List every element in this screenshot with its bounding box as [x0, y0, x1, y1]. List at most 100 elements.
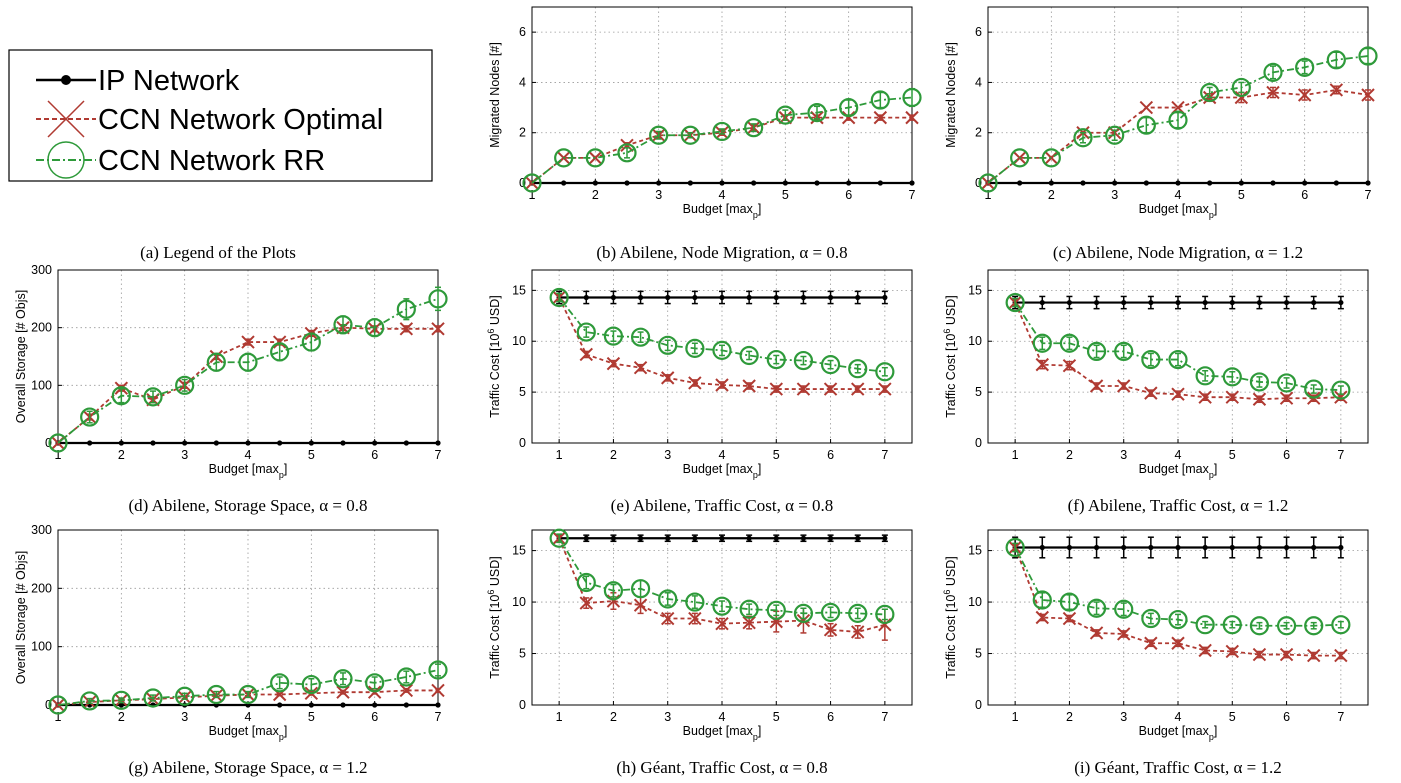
chart-h-s0-point-5	[692, 535, 698, 541]
chart-f-s1-point-5	[1144, 386, 1158, 400]
chart-b-s0-point-2	[592, 180, 598, 186]
chart-b-ytick-label-2: 4	[519, 75, 526, 89]
chart-h: 1 2 3 4 5 6 7 0 5 10 15 Budget [maxp] Traffic Cost […	[486, 528, 913, 777]
chart-c-s2-point-0	[978, 173, 998, 193]
chart-f-s2-point-8	[1222, 367, 1242, 387]
chart-d-s1-point-12	[431, 322, 445, 336]
chart-f: 1 2 3 4 5 6 7 0 5 10 15 Budget [maxp] Traffic Cost […	[942, 269, 1369, 515]
chart-e-xtick-label-6: 7	[881, 448, 888, 462]
chart-e-ytick-label-0: 0	[519, 436, 526, 450]
chart-d-xtick-label-5: 6	[371, 448, 378, 462]
chart-f-xtick-label-5: 6	[1283, 448, 1290, 462]
chart-e-s0-point-6	[719, 294, 725, 301]
chart-d-xtick-label-1: 2	[118, 448, 125, 462]
chart-e-ytick-label-2: 10	[512, 334, 526, 348]
chart-h-xtick-label-6: 7	[881, 710, 888, 724]
chart-b-series-2	[522, 87, 922, 193]
chart-e-series-0	[556, 290, 888, 305]
chart-h-s1-point-5	[688, 611, 702, 626]
chart-b-s2-point-9	[807, 102, 827, 123]
chart-b-s2-point-3	[617, 143, 637, 163]
chart-c-ytick-label-3: 6	[975, 25, 982, 39]
chart-b-series-1-line	[531, 116, 912, 184]
chart-f-s1-point-4	[1117, 379, 1131, 393]
chart-i-s0-point-10	[1283, 544, 1290, 551]
chart-c-s0-point-11	[1333, 180, 1339, 186]
chart-e-xtick-label-2: 3	[664, 448, 671, 462]
chart-b-s2-point-4	[649, 125, 669, 145]
chart-i-s0-point-6	[1175, 544, 1181, 551]
chart-c-s0-point-3	[1080, 180, 1086, 186]
chart-f-xlabel: Budget [maxp]	[1139, 462, 1218, 480]
chart-i-xtick-label-4: 5	[1229, 710, 1236, 724]
chart-b-s0-point-1	[561, 180, 567, 186]
chart-d-s0-point-2	[118, 440, 124, 446]
chart-b-s0-point-3	[624, 180, 630, 186]
chart-e-s2-point-6	[712, 340, 732, 360]
chart-b-s0-point-4	[656, 180, 662, 186]
chart-e-s0-point-3	[637, 294, 644, 301]
chart-f-s0-point-1	[1039, 299, 1045, 306]
chart-i-caption: (i) Géant, Traffic Cost, α = 1.2	[1074, 758, 1282, 777]
chart-f-xtick-label-4: 5	[1229, 448, 1236, 462]
chart-e-s0-point-5	[692, 294, 698, 301]
chart-d-s0-point-7	[277, 440, 283, 446]
chart-f-s2-point-10	[1276, 373, 1297, 393]
chart-h-series-1	[552, 531, 892, 641]
chart-e-s2-point-1	[576, 322, 596, 342]
chart-c-xlabel: Budget [maxp]	[1139, 202, 1218, 220]
chart-i-xtick-label-3: 4	[1175, 710, 1182, 724]
chart-h-s0-point-4	[665, 535, 671, 541]
chart-f-s0-point-6	[1175, 299, 1181, 306]
chart-f-s0-point-2	[1066, 299, 1073, 306]
chart-e-s1-point-4	[661, 371, 675, 385]
chart-e-s1-point-11	[851, 382, 865, 396]
chart-f-series-2	[1005, 292, 1351, 400]
chart-c-s2-point-5	[1136, 115, 1156, 135]
chart-b-s1-point-10	[841, 110, 856, 125]
chart-b-xtick-label-5: 6	[845, 188, 852, 202]
chart-i-s1-point-11	[1307, 648, 1321, 663]
chart-g-s2-point-10	[365, 673, 385, 693]
chart-i-xlabel: Budget [maxp]	[1139, 724, 1218, 742]
chart-c-s1-point-11	[1329, 83, 1344, 97]
chart-h-s1-point-10	[823, 623, 838, 637]
chart-i-xtick-label-6: 7	[1337, 710, 1344, 724]
chart-h-xtick-label-5: 6	[827, 710, 834, 724]
chart-f-xtick-label-2: 3	[1120, 448, 1127, 462]
chart-g-xlabel: Budget [maxp]	[209, 724, 288, 742]
chart-f-caption: (f) Abilene, Traffic Cost, α = 1.2	[1068, 496, 1289, 515]
chart-f-s1-point-3	[1089, 379, 1104, 393]
chart-c-s2-point-11	[1326, 50, 1346, 70]
chart-f-s2-point-7	[1195, 366, 1215, 386]
chart-e-s0-point-8	[773, 294, 779, 301]
chart-g-s0-point-9	[340, 702, 346, 708]
chart-g-s2-point-7	[270, 673, 290, 693]
chart-g-s2-point-6	[238, 684, 258, 705]
chart-h-ytick-label-2: 10	[512, 595, 526, 609]
chart-h-s2-point-9	[793, 603, 814, 623]
chart-c-s0-point-12	[1365, 180, 1371, 186]
chart-d-xtick-label-2: 3	[181, 448, 188, 462]
chart-h-xtick-label-4: 5	[773, 710, 780, 724]
chart-i-s2-point-7	[1195, 615, 1215, 635]
chart-f-s0-point-4	[1121, 299, 1127, 306]
chart-b-s1-point-11	[873, 110, 888, 125]
chart-h-s0-point-10	[827, 535, 834, 541]
chart-d-ytick-label-1: 100	[31, 378, 52, 392]
chart-b-s0-point-9	[814, 180, 820, 186]
chart-e-s1-point-2	[606, 356, 621, 371]
chart-b-s0-point-10	[846, 180, 852, 186]
chart-i-s1-point-2	[1062, 611, 1077, 626]
chart-b-s2-point-6	[712, 121, 732, 142]
chart-i-xtick-label-1: 2	[1066, 710, 1073, 724]
chart-e-s1-point-8	[769, 382, 783, 396]
chart-b-s2-point-10	[839, 97, 859, 118]
chart-f-s1-point-1	[1035, 357, 1049, 372]
chart-g-xtick-label-4: 5	[308, 710, 315, 724]
chart-i-s1-point-4	[1117, 627, 1131, 641]
chart-i-series-2	[1005, 537, 1351, 636]
chart-e-s2-point-7	[739, 345, 759, 366]
